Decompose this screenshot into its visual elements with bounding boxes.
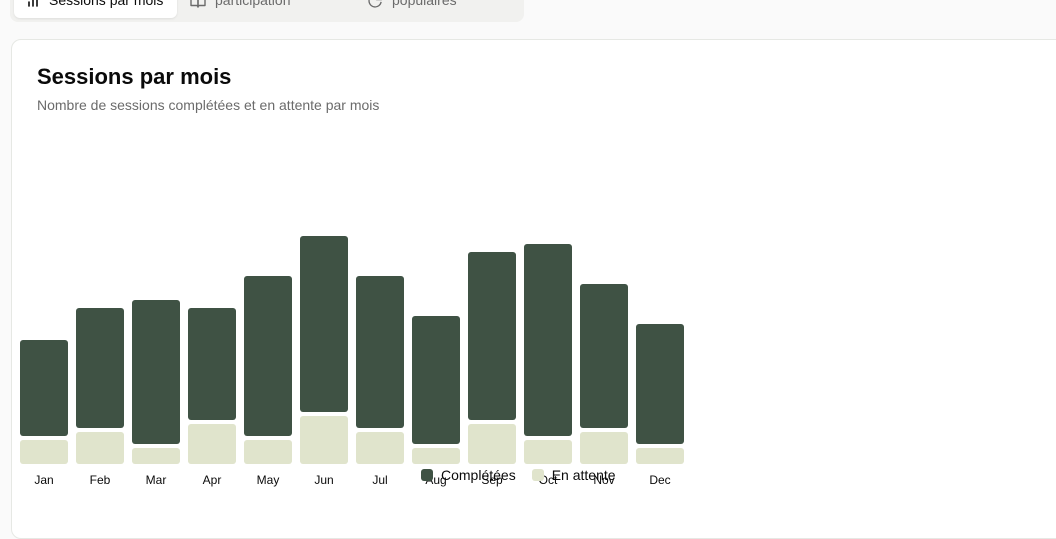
bar-en-attente-feb[interactable] [76, 432, 124, 464]
legend-label: Complétées [441, 467, 516, 483]
bar-en-attente-nov[interactable] [580, 432, 628, 464]
x-tick-label-mar: Mar [146, 473, 167, 487]
bar-completees-oct[interactable] [524, 244, 572, 436]
x-tick-label-may: May [257, 473, 280, 487]
bar-chart-icon [26, 0, 40, 8]
bar-completees-nov[interactable] [580, 284, 628, 428]
tab-taux-de-participation[interactable]: Taux de participation [178, 0, 354, 18]
bar-en-attente-mar[interactable] [132, 448, 180, 464]
bar-en-attente-jul[interactable] [356, 432, 404, 464]
bar-en-attente-apr[interactable] [188, 424, 236, 464]
x-tick-label-sep: Sep [481, 473, 503, 487]
chart-legend: Complétées En attente [421, 467, 616, 483]
tab-label: Sessions par mois [49, 0, 164, 8]
bar-completees-aug[interactable] [412, 316, 460, 444]
card-title: Sessions par mois [37, 64, 232, 89]
chart-tabs: Sessions par mois Taux de participation … [10, 0, 524, 22]
bar-en-attente-sep[interactable] [468, 424, 516, 464]
x-tick-label-jan: Jan [34, 473, 53, 487]
x-tick-label-jun: Jun [314, 473, 333, 487]
bar-completees-mar[interactable] [132, 300, 180, 444]
stacked-bar-chart: Jan Feb Mar Apr May Jun Jul Aug Sep Oct Nov Dec [20, 236, 684, 487]
bar-en-attente-jun[interactable] [300, 416, 348, 464]
bar-completees-jan[interactable] [20, 340, 68, 436]
x-tick-label-feb: Feb [90, 473, 111, 487]
bar-en-attente-dec[interactable] [636, 448, 684, 464]
bar-completees-may[interactable] [244, 276, 292, 436]
pie-chart-icon [368, 0, 383, 8]
legend-label: En attente [551, 467, 616, 483]
bar-en-attente-jan[interactable] [20, 440, 68, 464]
card-subtitle: Nombre de sessions complétées et en atte… [37, 97, 380, 113]
bar-completees-apr[interactable] [188, 308, 236, 420]
bar-en-attente-oct[interactable] [524, 440, 572, 464]
x-tick-label-apr: Apr [203, 473, 222, 487]
legend-swatch-completees [421, 469, 433, 481]
x-tick-label-jul: Jul [372, 473, 387, 487]
legend-item-completees[interactable]: Complétées [421, 467, 516, 483]
bar-en-attente-aug[interactable] [412, 448, 460, 464]
tab-label: Thèmes populaires [392, 0, 457, 8]
tab-sessions-par-mois[interactable]: Sessions par mois [14, 0, 177, 18]
bar-en-attente-may[interactable] [244, 440, 292, 464]
x-tick-label-dec: Dec [649, 473, 670, 487]
bar-completees-feb[interactable] [76, 308, 124, 428]
book-open-icon [190, 0, 206, 8]
tab-label: Taux de participation [215, 0, 291, 8]
legend-swatch-en-attente [531, 469, 544, 481]
bar-completees-jul[interactable] [356, 276, 404, 428]
bar-completees-jun[interactable] [300, 236, 348, 412]
x-tick-label-nov: Nov [593, 473, 614, 487]
bar-completees-dec[interactable] [636, 324, 684, 444]
bar-completees-sep[interactable] [468, 252, 516, 420]
legend-item-en-attente[interactable]: En attente [531, 467, 616, 483]
tab-themes-populaires[interactable]: Thèmes populaires [356, 0, 521, 18]
